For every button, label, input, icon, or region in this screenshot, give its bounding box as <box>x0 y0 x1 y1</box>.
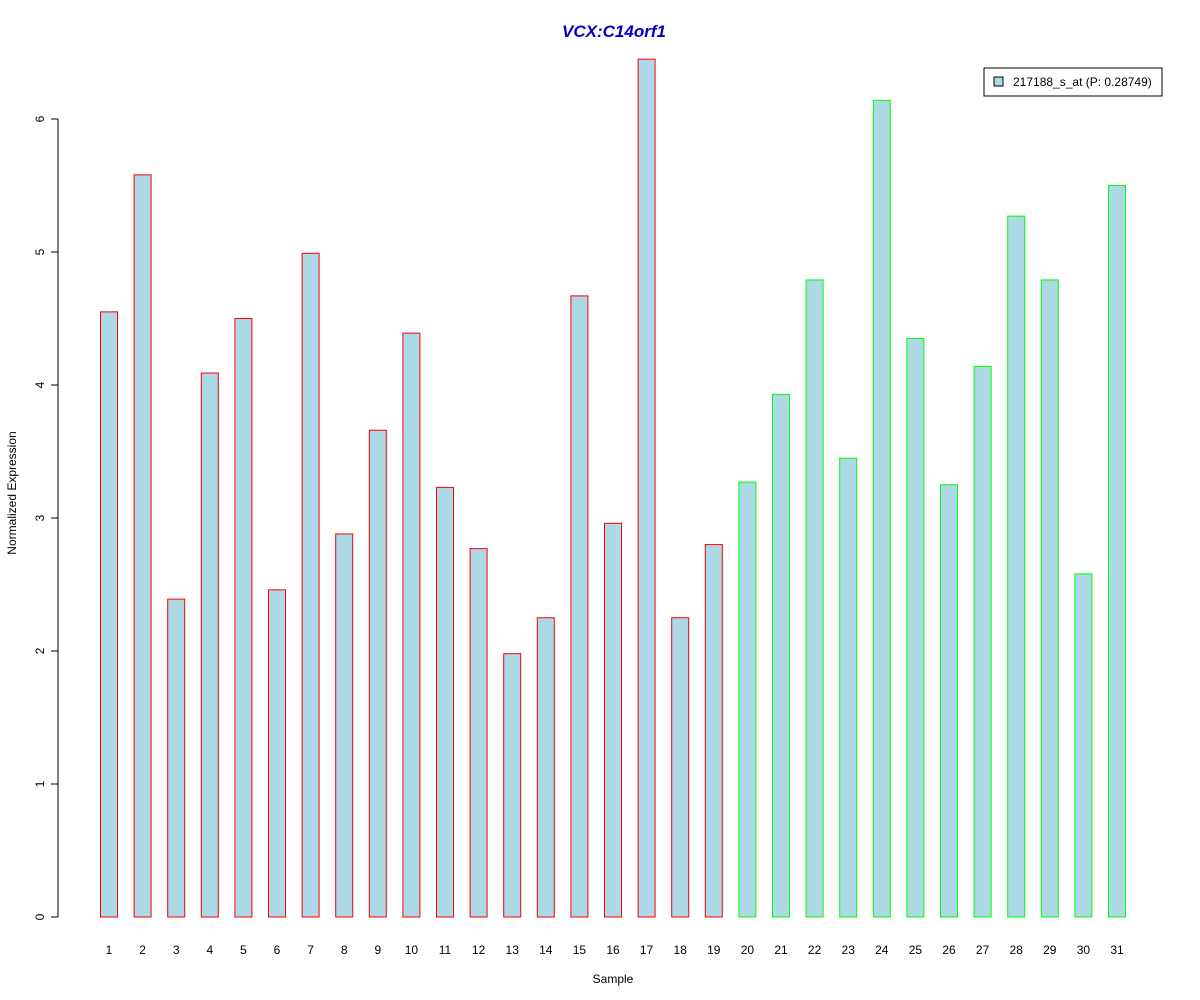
x-tick-label: 7 <box>307 943 314 957</box>
y-tick-label: 1 <box>33 780 47 787</box>
x-tick-label: 31 <box>1110 943 1124 957</box>
bar-sample-28 <box>1007 215 1026 918</box>
bar-sample-13 <box>503 653 522 918</box>
x-tick-label: 3 <box>173 943 180 957</box>
x-tick-label: 28 <box>1010 943 1024 957</box>
bar-sample-31 <box>1108 185 1126 918</box>
y-axis-label: Normalized Expression <box>5 431 19 554</box>
bar-sample-9 <box>368 429 387 918</box>
x-tick-label: 23 <box>842 943 856 957</box>
bar-sample-26 <box>940 484 958 918</box>
y-tick-label: 3 <box>33 514 47 521</box>
x-tick-label: 29 <box>1043 943 1057 957</box>
y-axis: 0 1 2 3 4 5 6 <box>33 115 59 920</box>
x-tick-labels: 1 2 3 4 5 6 7 8 9 10 11 12 13 14 15 16 17 18 19 20 21 22 23 24 2… <box>106 943 1124 957</box>
x-tick-label: 26 <box>942 943 956 957</box>
bar-sample-4 <box>200 372 219 918</box>
x-tick-label: 2 <box>139 943 146 957</box>
bars-group <box>100 58 1126 918</box>
bar-sample-19 <box>704 544 723 918</box>
bar-sample-18 <box>671 617 690 918</box>
bar-sample-17 <box>637 58 656 918</box>
y-tick-label: 6 <box>33 115 47 122</box>
bar-sample-23 <box>839 457 858 918</box>
bar-sample-10 <box>402 332 421 918</box>
x-tick-label: 19 <box>707 943 721 957</box>
bar-sample-3 <box>167 598 186 918</box>
bar-sample-21 <box>772 393 790 918</box>
x-tick-label: 21 <box>774 943 788 957</box>
x-tick-label: 18 <box>674 943 688 957</box>
bar-sample-25 <box>906 337 925 918</box>
bar-sample-24 <box>872 99 891 918</box>
bar-sample-30 <box>1074 573 1093 918</box>
legend: 217188_s_at (P: 0.28749) <box>983 67 1163 97</box>
bar-sample-2 <box>133 174 152 918</box>
x-tick-label: 27 <box>976 943 990 957</box>
chart-title: VCX:C14orf1 <box>562 22 666 41</box>
x-tick-label: 16 <box>606 943 620 957</box>
bar-sample-22 <box>805 279 824 918</box>
bar-sample-6 <box>268 589 286 918</box>
bar-sample-27 <box>973 365 992 918</box>
y-tick-label: 5 <box>33 248 47 255</box>
x-tick-label: 17 <box>640 943 654 957</box>
bar-sample-14 <box>536 617 555 918</box>
bar-sample-15 <box>570 295 589 918</box>
x-tick-label: 11 <box>439 943 452 957</box>
bar-sample-16 <box>604 522 622 918</box>
bar-sample-20 <box>738 481 757 918</box>
x-tick-label: 5 <box>240 943 247 957</box>
x-tick-label: 25 <box>909 943 923 957</box>
x-tick-label: 14 <box>539 943 553 957</box>
bar-sample-12 <box>469 548 488 918</box>
x-tick-label: 15 <box>573 943 587 957</box>
x-tick-label: 30 <box>1077 943 1091 957</box>
bar-sample-7 <box>301 252 320 918</box>
bar-sample-29 <box>1040 279 1059 918</box>
x-tick-label: 9 <box>374 943 381 957</box>
x-tick-label: 13 <box>506 943 520 957</box>
legend-swatch <box>993 76 1004 87</box>
y-tick-label: 2 <box>33 647 47 654</box>
x-tick-label: 12 <box>472 943 486 957</box>
x-tick-label: 4 <box>206 943 213 957</box>
legend-label: 217188_s_at (P: 0.28749) <box>1013 75 1152 89</box>
x-tick-label: 20 <box>741 943 755 957</box>
x-tick-label: 24 <box>875 943 889 957</box>
legend-box <box>983 67 1163 97</box>
bar-sample-5 <box>234 318 253 918</box>
x-tick-label: 6 <box>274 943 281 957</box>
y-tick-label: 0 <box>33 913 47 920</box>
bar-sample-1 <box>100 311 118 918</box>
x-tick-label: 22 <box>808 943 822 957</box>
y-tick-label: 4 <box>33 381 47 388</box>
bar-sample-11 <box>436 486 454 918</box>
x-tick-label: 8 <box>341 943 348 957</box>
x-axis-label: Sample <box>593 972 634 986</box>
x-tick-label: 1 <box>106 943 113 957</box>
x-tick-label: 10 <box>405 943 419 957</box>
bar-sample-8 <box>335 533 354 918</box>
